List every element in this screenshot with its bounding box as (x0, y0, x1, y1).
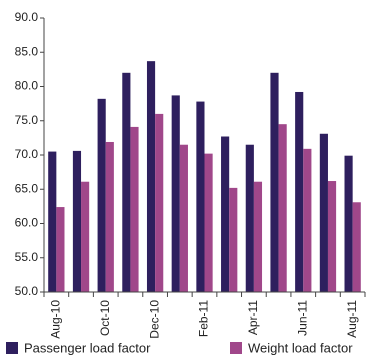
y-tick-label: 60.0 (15, 216, 39, 230)
bar (344, 155, 353, 292)
bar (327, 181, 337, 292)
bar (245, 144, 254, 292)
bar (229, 187, 238, 292)
legend-swatch (230, 342, 242, 354)
bar (319, 133, 328, 292)
bar (130, 126, 139, 292)
y-tick-label: 75.0 (15, 113, 39, 127)
x-tick-label: Apr-11 (246, 300, 260, 335)
y-tick-label: 50.0 (15, 284, 39, 298)
bar (221, 136, 230, 292)
y-tick-label: 85.0 (15, 44, 39, 58)
x-tick-label: Jun-11 (295, 300, 309, 336)
bar (352, 202, 361, 292)
bar (155, 113, 164, 293)
bar (72, 150, 82, 292)
y-tick-label: 55.0 (15, 250, 39, 264)
bar (295, 91, 304, 292)
x-tick-label: Oct-10 (98, 300, 112, 336)
bar (253, 181, 263, 292)
bar (105, 141, 114, 292)
legend-swatch (6, 342, 18, 354)
bar (56, 207, 65, 292)
legend-label: Passenger load factor (24, 340, 151, 355)
x-tick-label: Feb-11 (197, 300, 211, 337)
legend-label: Weight load factor (248, 340, 353, 355)
x-tick-label: Dec-10 (147, 300, 161, 339)
bar (179, 144, 188, 292)
y-tick-label: 65.0 (15, 181, 39, 195)
y-tick-label: 80.0 (15, 79, 39, 93)
bar (204, 153, 213, 292)
bar (270, 72, 279, 292)
bar (81, 181, 90, 292)
bar (48, 151, 57, 292)
bar (146, 61, 156, 292)
bar (97, 98, 106, 292)
bar (122, 72, 131, 292)
x-tick-label: Aug-11 (345, 300, 359, 338)
y-tick-label: 90.0 (15, 10, 39, 24)
bar (196, 101, 205, 292)
bar (303, 148, 312, 292)
bar (171, 95, 180, 292)
x-tick-label: Aug-10 (49, 300, 63, 339)
bar (278, 124, 287, 292)
y-tick-label: 70.0 (15, 147, 39, 161)
